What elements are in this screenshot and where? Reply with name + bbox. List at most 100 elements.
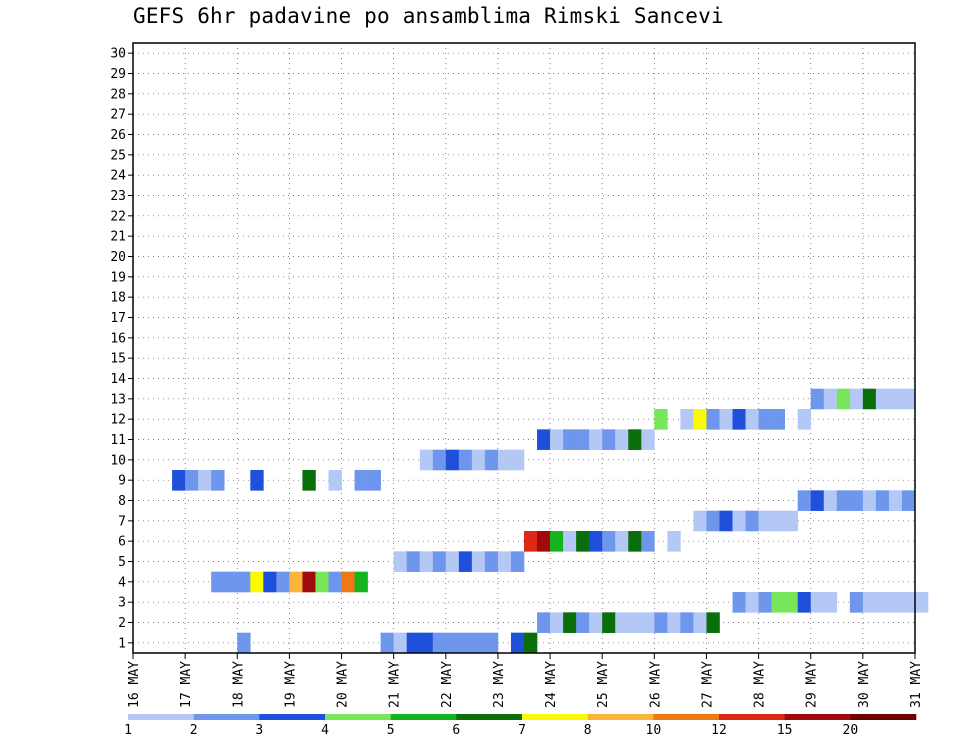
heatmap-cell	[367, 470, 381, 491]
heatmap-cell	[745, 409, 759, 430]
heatmap-cell	[641, 531, 655, 552]
colorbar-segment	[456, 714, 523, 720]
y-tick-label: 25	[110, 148, 126, 163]
x-tick-label: 17 MAY	[179, 661, 194, 708]
heatmap-cell	[784, 592, 798, 613]
y-tick-label: 20	[110, 250, 126, 265]
heatmap-cell	[537, 531, 551, 552]
heatmap-cell	[602, 531, 616, 552]
heatmap-cell	[315, 571, 329, 593]
heatmap-cell	[641, 612, 655, 633]
x-tick-label: 16 MAY	[127, 661, 142, 708]
y-tick-label: 5	[118, 555, 126, 570]
heatmap-cell	[784, 510, 798, 532]
x-tick-label: 21 MAY	[388, 661, 403, 708]
y-tick-label: 18	[110, 291, 126, 306]
heatmap-cell	[758, 409, 772, 430]
x-tick-label: 27 MAY	[700, 661, 715, 708]
heatmap-cell	[576, 429, 590, 450]
heatmap-cell	[458, 632, 473, 654]
heatmap-cell	[484, 632, 499, 654]
heatmap-cell	[589, 429, 603, 450]
heatmap-cell	[563, 531, 577, 552]
colorbar-segment	[259, 714, 326, 720]
heatmap-cell	[654, 409, 668, 430]
y-tick-label: 14	[110, 372, 126, 387]
heatmap-cell	[823, 490, 838, 511]
heatmap-cell	[524, 632, 538, 654]
y-tick-label: 28	[110, 87, 126, 102]
heatmap-cell	[302, 470, 316, 491]
colorbar-label: 6	[452, 723, 460, 738]
x-tick-label: 30 MAY	[857, 661, 872, 708]
heatmap-cell	[237, 632, 251, 654]
heatmap-cell	[250, 470, 264, 491]
colorbar-segment	[784, 714, 851, 720]
colorbar-label: 12	[711, 723, 727, 738]
heatmap-cell	[875, 592, 890, 613]
y-tick-label: 1	[118, 636, 126, 651]
heatmap-cell	[810, 490, 825, 511]
y-tick-label: 8	[118, 494, 126, 509]
y-tick-label: 19	[110, 270, 126, 285]
y-tick-label: 6	[118, 535, 126, 550]
y-axis-ticks: 1234567891011121314151617181920212223242…	[110, 47, 133, 651]
heatmap-cell	[263, 571, 277, 593]
heatmap-cell	[615, 531, 629, 552]
x-tick-label: 24 MAY	[544, 661, 559, 708]
heatmap-cell	[797, 490, 812, 511]
y-tick-label: 21	[110, 230, 126, 245]
colorbar-label: 7	[518, 723, 526, 738]
heatmap-cell	[654, 612, 668, 633]
heatmap-cell	[471, 551, 486, 572]
heatmap-cell	[602, 612, 616, 633]
y-tick-label: 15	[110, 352, 126, 367]
heatmap-cell	[706, 409, 720, 430]
heatmap-cell	[471, 632, 486, 654]
heatmap-cell	[328, 470, 342, 491]
heatmap-cell	[732, 592, 746, 613]
heatmap-cell	[901, 592, 916, 613]
x-tick-label: 25 MAY	[596, 661, 611, 708]
heatmap-cell	[628, 612, 642, 633]
heatmap-cell	[537, 612, 551, 633]
y-tick-label: 12	[110, 413, 126, 428]
heatmap-cell	[719, 510, 733, 532]
y-tick-label: 22	[110, 209, 126, 224]
heatmap-cell	[615, 612, 629, 633]
heatmap-cell	[797, 409, 812, 430]
heatmap-cell	[589, 531, 603, 552]
heatmap-cell	[211, 470, 225, 491]
heatmap-cell	[484, 551, 499, 572]
heatmap-cell	[810, 388, 825, 410]
heatmap-cell	[445, 632, 460, 654]
x-tick-label: 18 MAY	[231, 661, 246, 708]
heatmap-cell	[224, 571, 238, 593]
heatmap-cell	[550, 531, 564, 552]
x-tick-label: 31 MAY	[909, 661, 924, 708]
colorbar-label: 3	[255, 723, 263, 738]
heatmap-cell	[432, 449, 447, 471]
heatmap-cell	[510, 551, 525, 572]
y-tick-label: 9	[118, 474, 126, 489]
heatmap-cell	[615, 429, 629, 450]
heatmap-cell	[915, 592, 929, 613]
x-tick-label: 28 MAY	[753, 661, 768, 708]
y-tick-label: 7	[118, 514, 126, 529]
y-tick-label: 3	[118, 596, 126, 611]
heatmap-cell	[537, 429, 551, 450]
heatmap-cell	[354, 470, 368, 491]
heatmap-cell	[406, 551, 421, 572]
colorbar-segment	[653, 714, 720, 720]
heatmap-cell	[484, 449, 499, 471]
heatmap-cell	[172, 470, 186, 491]
heatmap-cell	[732, 510, 746, 532]
heatmap-cell	[563, 612, 577, 633]
y-tick-label: 10	[110, 453, 126, 468]
heatmap-cell	[458, 449, 473, 471]
colorbar-label: 8	[584, 723, 592, 738]
y-tick-label: 2	[118, 616, 126, 631]
heatmap-cell	[445, 449, 460, 471]
heatmap-cell	[836, 490, 851, 511]
heatmap-cell	[641, 429, 655, 450]
